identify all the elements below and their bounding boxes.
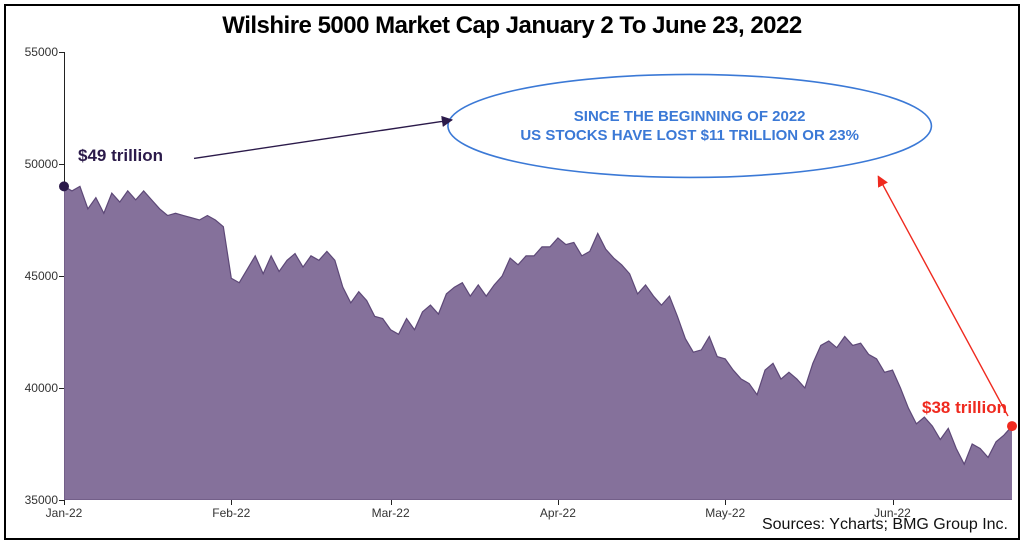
x-tick-mark <box>725 500 726 505</box>
x-tick-mark <box>391 500 392 505</box>
chart-title: Wilshire 5000 Market Cap January 2 To Ju… <box>6 12 1018 40</box>
y-tick-mark <box>59 52 64 53</box>
callout-line-2: US STOCKS HAVE LOST $11 TRILLION OR 23% <box>477 127 902 146</box>
y-tick-mark <box>59 276 64 277</box>
callout-text: SINCE THE BEGINNING OF 2022 US STOCKS HA… <box>477 108 902 146</box>
x-tick-mark <box>231 500 232 505</box>
sources-caption: Sources: Ycharts; BMG Group Inc. <box>762 516 1008 534</box>
x-tick-mark <box>64 500 65 505</box>
x-tick-mark <box>893 500 894 505</box>
chart-frame: Wilshire 5000 Market Cap January 2 To Ju… <box>4 4 1020 540</box>
plot-area: $49 trillion $38 trillion SINCE THE BEGI… <box>64 52 1012 500</box>
callout-line-1: SINCE THE BEGINNING OF 2022 <box>477 108 902 127</box>
y-tick-mark <box>59 164 64 165</box>
end-value-label: $38 trillion <box>922 398 1007 418</box>
x-tick-mark <box>558 500 559 505</box>
start-value-label: $49 trillion <box>78 146 163 166</box>
y-tick-mark <box>59 388 64 389</box>
